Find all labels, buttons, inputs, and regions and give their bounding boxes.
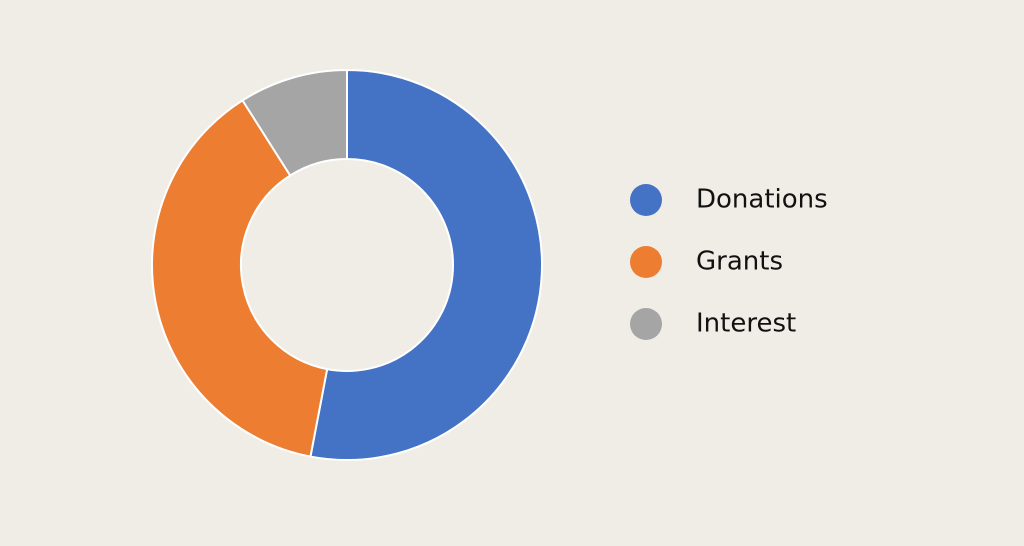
legend-swatch	[630, 246, 662, 278]
legend-swatch	[630, 184, 662, 216]
legend-label: Grants	[696, 247, 783, 277]
legend-label: Donations	[696, 185, 828, 215]
donut-slice	[151, 98, 329, 458]
donut-slice	[309, 68, 543, 461]
donut-slice	[241, 68, 348, 177]
legend-label: Interest	[696, 309, 796, 339]
legend-swatch	[630, 308, 662, 340]
